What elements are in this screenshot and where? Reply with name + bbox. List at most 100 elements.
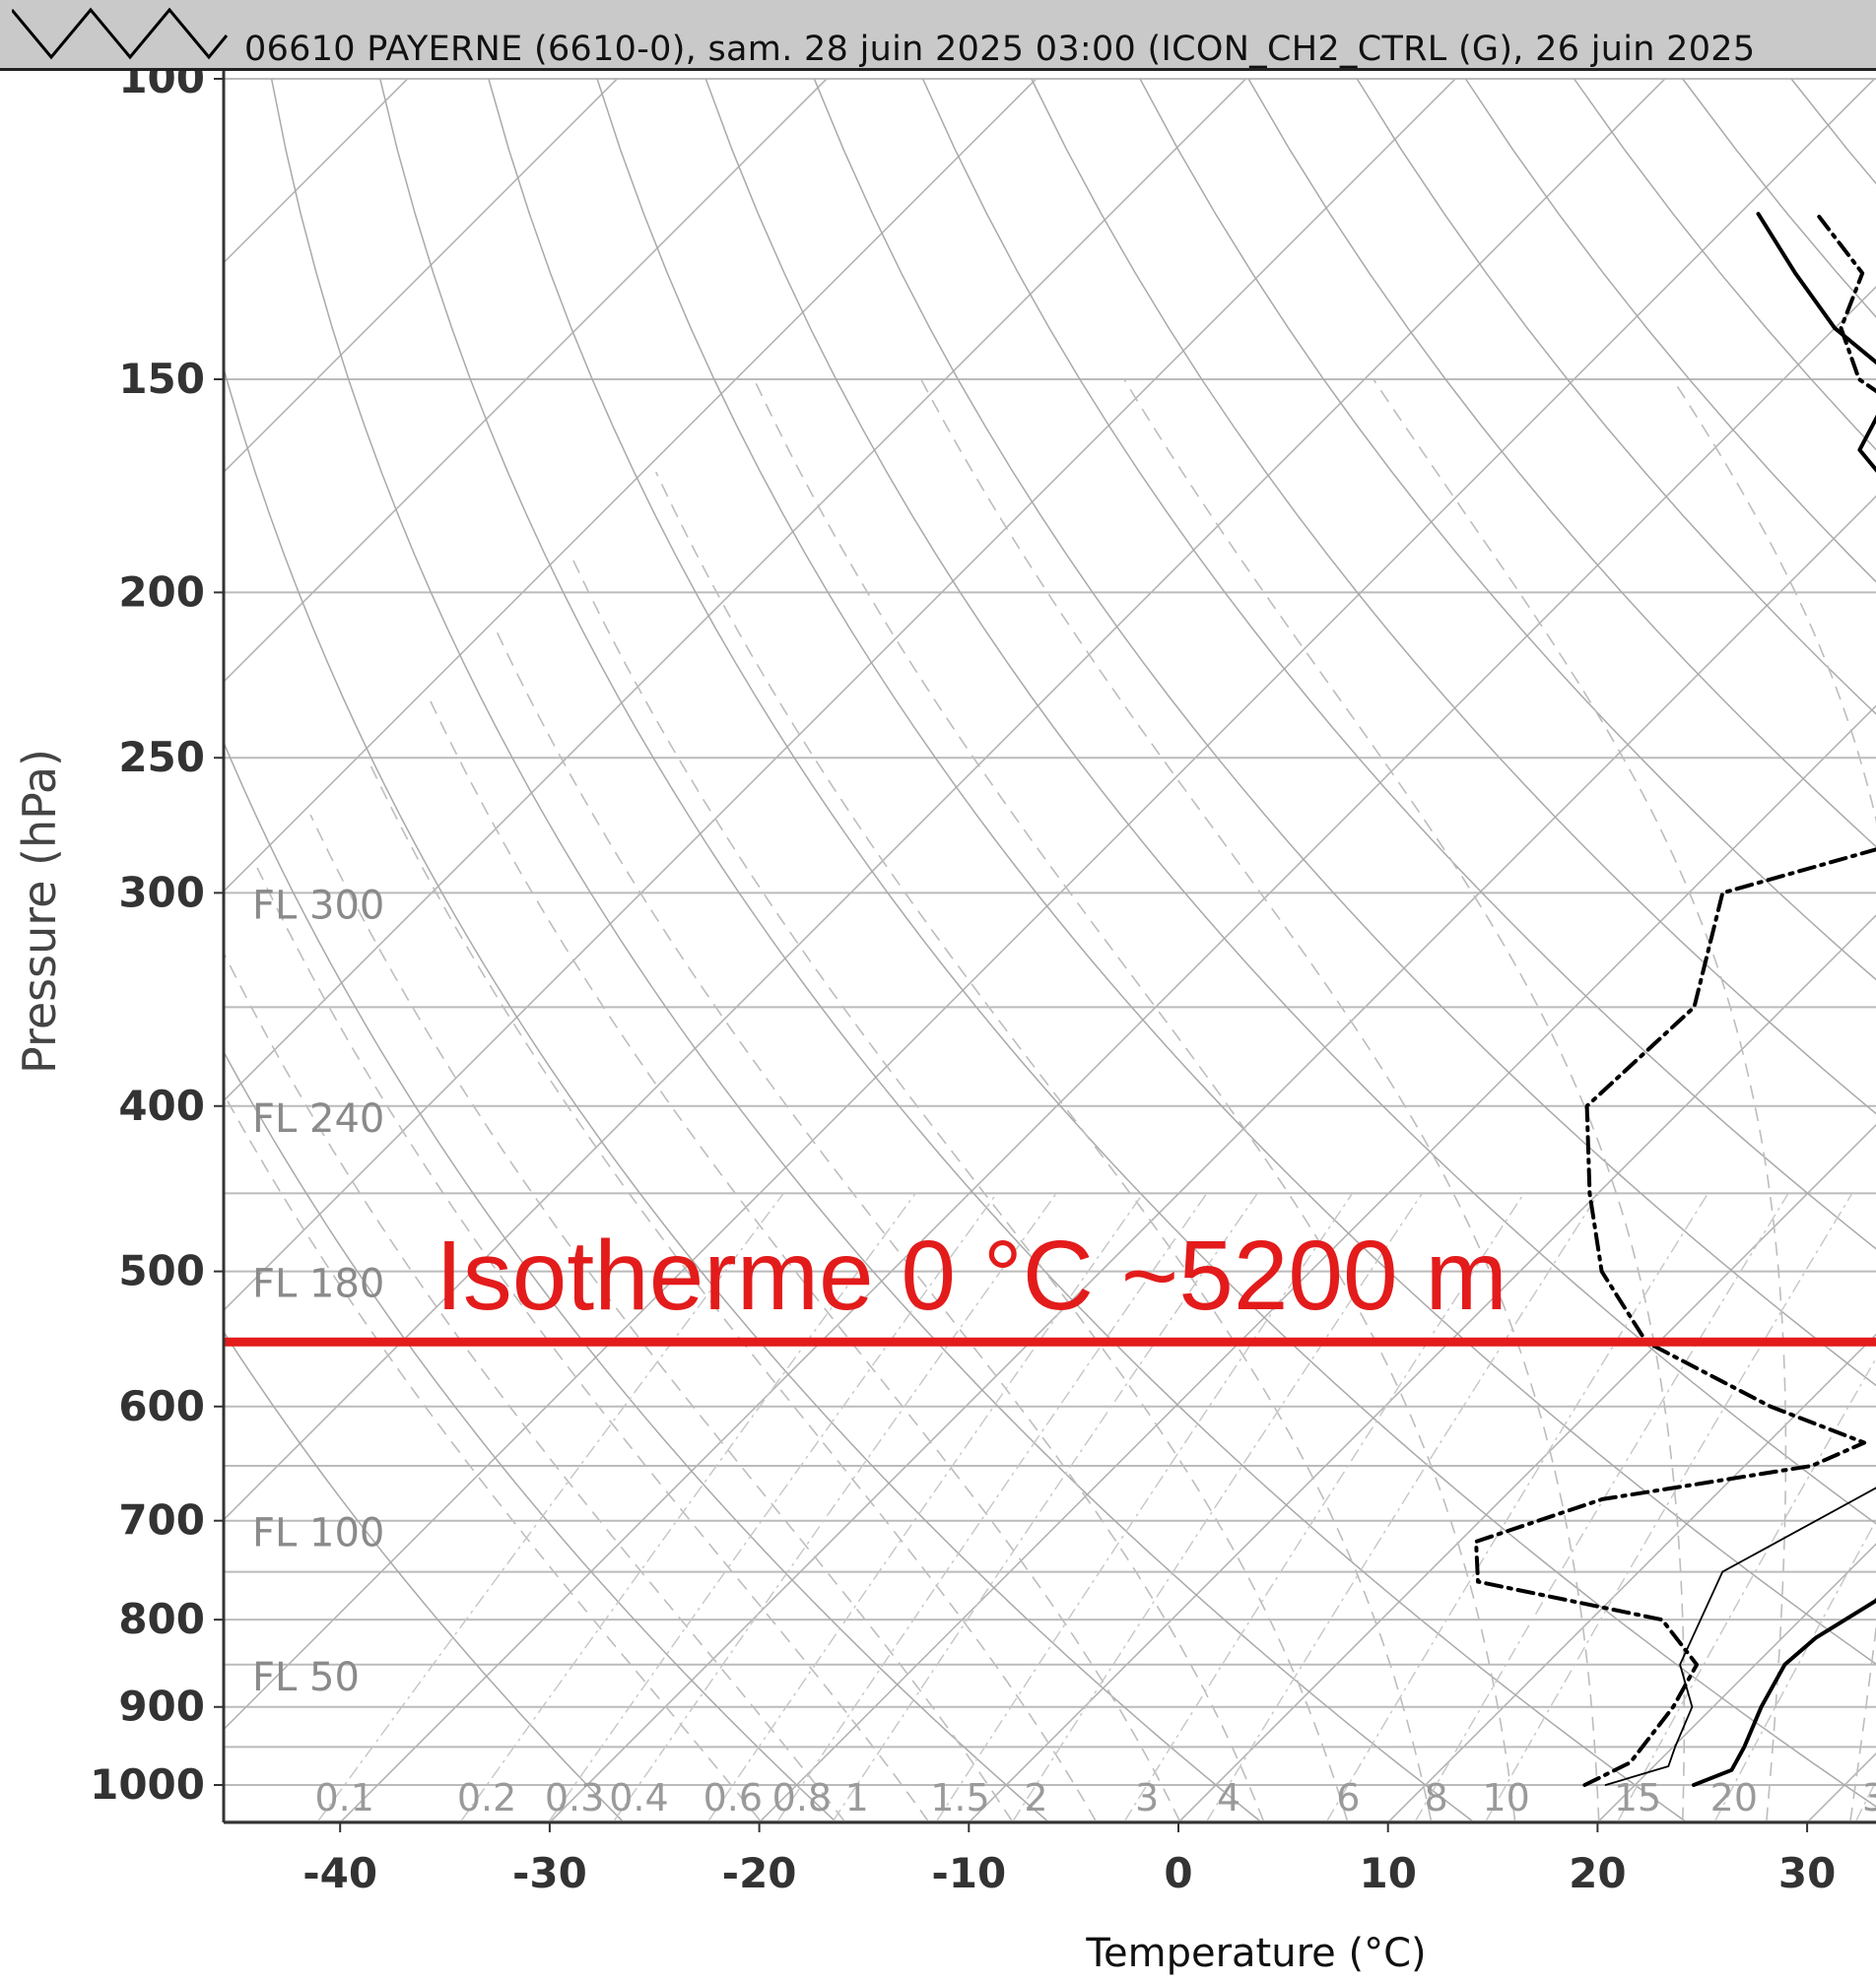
- sounding-profiles: [224, 212, 1876, 1787]
- y-tick-label: 250: [118, 733, 205, 781]
- dry-adiabat: [379, 78, 1686, 1822]
- x-tick-label: -20: [722, 1849, 797, 1897]
- moist-adiabat: [224, 1091, 762, 1822]
- y-tick-label: 1000: [90, 1760, 205, 1809]
- x-tick-label: -10: [931, 1849, 1006, 1897]
- isotherm-line: [224, 78, 1456, 1312]
- dry-adiabat: [224, 1330, 624, 1822]
- mixing-ratio-line: [936, 1193, 1354, 1822]
- dry-adiabat: [1464, 78, 1876, 583]
- mixing-ratio-line: [1713, 1519, 1876, 1822]
- mixing-ratio-label: 0.8: [772, 1776, 832, 1819]
- mixing-ratio-label: 0.2: [457, 1776, 516, 1819]
- dry-adiabat: [1031, 78, 1876, 1115]
- isotherm-line: [224, 78, 1038, 893]
- mixing-ratio-label: 2: [1024, 1776, 1047, 1819]
- moist-adiabat: [753, 378, 1516, 1821]
- y-tick-label: 400: [118, 1082, 205, 1130]
- moist-adiabat: [256, 867, 929, 1822]
- dry-adiabat: [921, 78, 1876, 1250]
- y-tick-label: 300: [118, 868, 205, 916]
- isotherm-line: [1388, 1333, 1876, 1822]
- moist-adiabat: [309, 814, 1013, 1822]
- flight-level-label: FL 100: [252, 1511, 384, 1556]
- dry-adiabat: [270, 78, 1473, 1822]
- moist-adiabat: [1373, 378, 1787, 1821]
- y-tick-label: 800: [118, 1595, 205, 1643]
- moist-adiabat: [494, 628, 1265, 1821]
- axis-labels: 0.1 0.2 0.3 0.4 0.6 0.8 1 1.5 2 3 4 6 8 10 15 20 3FL 300…: [90, 54, 1876, 1897]
- x-tick-label: 10: [1359, 1849, 1416, 1897]
- moist-adiabat: [366, 757, 1097, 1822]
- axes: [214, 71, 1876, 1832]
- moist-adiabat: [654, 471, 1433, 1821]
- mixing-ratio-label: 20: [1710, 1776, 1758, 1819]
- dry-adiabat: [1790, 78, 1876, 185]
- background-grid: [224, 78, 1876, 1822]
- mixing-ratio-label: 0.6: [704, 1776, 763, 1819]
- mixing-ratio-label: 3: [1135, 1776, 1159, 1819]
- isotherm-line: [1598, 1543, 1876, 1822]
- mixing-ratio-label: 0.3: [545, 1776, 604, 1819]
- moist-adiabat: [1672, 378, 1876, 1821]
- flight-level-label: FL 50: [252, 1655, 360, 1700]
- dry-adiabat: [1247, 78, 1876, 848]
- flight-level-label: FL 180: [252, 1262, 384, 1307]
- x-tick-label: 30: [1778, 1849, 1836, 1897]
- freezing-level-annotation: Isotherme 0 °C ~5200 m: [436, 1221, 1508, 1331]
- isotherm-line: [550, 495, 1876, 1822]
- isotherm-line: [1178, 1123, 1876, 1822]
- mixing-ratio-label: 4: [1217, 1776, 1240, 1819]
- mixing-ratio-line: [707, 1192, 1144, 1822]
- y-tick-label: 700: [118, 1496, 205, 1545]
- mixing-ratio-label: 0.1: [314, 1776, 373, 1819]
- dry-adiabat: [596, 78, 1876, 1666]
- moist-adiabat: [1123, 378, 1686, 1821]
- flight-level-label: FL 240: [252, 1096, 384, 1142]
- y-tick-label: 200: [118, 567, 205, 616]
- y-axis-title: Pressure (hPa): [13, 749, 66, 1074]
- isotherm-line: [224, 78, 1246, 1102]
- dry-adiabat: [704, 78, 1876, 1525]
- moist-adiabat: [570, 554, 1349, 1821]
- mixing-ratio-label: 15: [1614, 1776, 1661, 1819]
- x-tick-label: -30: [512, 1849, 587, 1897]
- dry-adiabat: [224, 740, 1048, 1822]
- moist-adiabat: [919, 378, 1600, 1821]
- wave-icon: [12, 7, 229, 60]
- mixing-ratio-line: [1414, 1193, 1789, 1822]
- moist-adiabat: [427, 695, 1181, 1822]
- x-tick-label: 0: [1164, 1849, 1192, 1897]
- dry-adiabat: [488, 78, 1876, 1808]
- isotherm-line: [760, 704, 1876, 1822]
- chart-title: 06610 PAYERNE (6610-0), sam. 28 juin 202…: [244, 30, 1756, 69]
- mixing-ratio-label: 3: [1862, 1776, 1876, 1819]
- isotherm-line: [224, 78, 828, 684]
- mixing-ratio-label: 10: [1482, 1776, 1529, 1819]
- dry-adiabat: [1356, 78, 1876, 715]
- dry-adiabat: [224, 364, 1261, 1822]
- mixing-ratio-label: 0.4: [609, 1776, 668, 1819]
- isotherm-line: [340, 286, 1876, 1822]
- dry-adiabat: [224, 1050, 837, 1822]
- header-bar: 06610 PAYERNE (6610-0), sam. 28 juin 202…: [0, 0, 1876, 71]
- x-tick-label: 20: [1569, 1849, 1626, 1897]
- y-tick-label: 150: [118, 355, 205, 403]
- y-tick-label: 600: [118, 1382, 205, 1430]
- isotherm-line: [224, 78, 1876, 1731]
- x-tick-label: -40: [302, 1849, 377, 1897]
- parcel-profile: [1604, 1487, 1876, 1786]
- mixing-ratio-label: 1: [845, 1776, 869, 1819]
- mixing-ratio-label: 6: [1336, 1776, 1360, 1819]
- mixing-ratio-line: [1617, 1356, 1876, 1822]
- mixing-ratio-line: [1854, 1779, 1876, 1822]
- dry-adiabat: [1573, 78, 1876, 451]
- mixing-ratio-label: 1.5: [930, 1776, 989, 1819]
- temperature-profile: [1692, 212, 1876, 1787]
- dry-adiabat: [1139, 78, 1876, 981]
- dewpoint-profile: [1474, 212, 1876, 1787]
- x-axis-title: Temperature (°C): [1086, 1931, 1427, 1976]
- dry-adiabat: [813, 78, 1876, 1387]
- y-tick-label: 500: [118, 1247, 205, 1295]
